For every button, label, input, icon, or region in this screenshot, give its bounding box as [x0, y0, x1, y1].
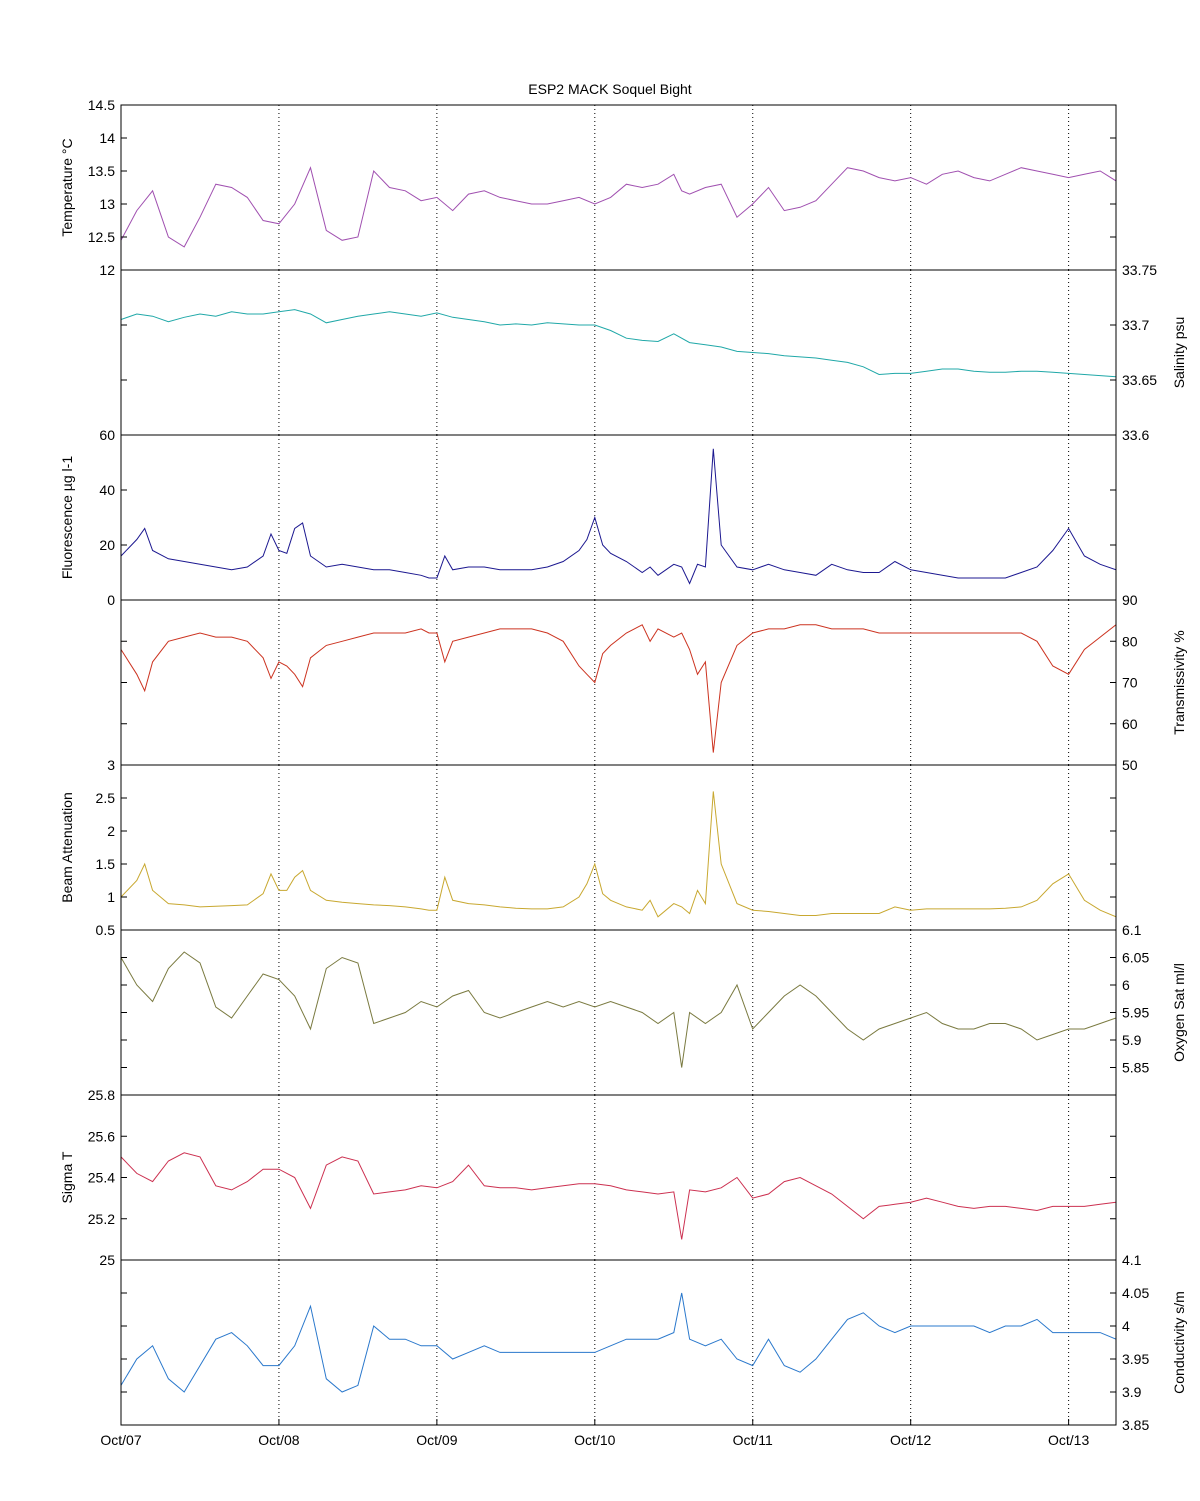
y-axis-label-temperature: Temperature °C	[59, 138, 75, 236]
y-tick-label: 13	[99, 196, 115, 212]
panel-frame	[120, 764, 1117, 931]
y-tick-label: 6.1	[1122, 922, 1142, 938]
panel-conductivity: 3.85 3.9 3.95 4 4.05 4.1 Conductivity s/m	[120, 1252, 1187, 1433]
y-axis-label-beam_attenuation: Beam Attenuation	[59, 792, 75, 903]
panel-frame	[120, 1094, 1117, 1261]
y-tick-label: 6.05	[1122, 950, 1149, 966]
panel-salinity: 33.6 33.65 33.7 33.75 Salinity psu	[120, 262, 1187, 443]
panel-frame	[120, 929, 1117, 1096]
y-axis-label-conductivity: Conductivity s/m	[1171, 1291, 1187, 1394]
y-tick-label: 90	[1122, 592, 1138, 608]
y-tick-label: 5.9	[1122, 1032, 1142, 1048]
chart-title: ESP2 MACK Soquel Bight	[528, 81, 692, 97]
panel-frame	[120, 434, 1117, 601]
panel-temperature: 12 12.5 13 13.5 14 14.5 Temperature °C	[59, 97, 1117, 278]
series-line-oxygen_sat	[121, 951, 1116, 1068]
y-tick-label: 33.6	[1122, 427, 1149, 443]
y-tick-label: 0.5	[96, 922, 116, 938]
y-tick-label: 4	[1122, 1318, 1130, 1334]
y-tick-label: 3.85	[1122, 1417, 1149, 1433]
x-tick-label: Oct/10	[574, 1432, 615, 1448]
panel-fluorescence: 0 20 40 60 Fluorescence µg l-1	[59, 427, 1117, 608]
panel-transmissivity: 50 60 70 80 90 Transmissivity %	[120, 592, 1187, 773]
y-tick-label: 4.05	[1122, 1285, 1149, 1301]
y-tick-label: 2	[107, 823, 115, 839]
y-tick-label: 6	[1122, 977, 1130, 993]
series-line-temperature	[121, 166, 1116, 248]
series-line-fluorescence	[121, 448, 1116, 585]
y-tick-label: 3	[107, 757, 115, 773]
series-line-salinity	[121, 309, 1116, 378]
y-tick-label: 3.9	[1122, 1384, 1142, 1400]
y-tick-label: 20	[99, 537, 115, 553]
y-tick-label: 14.5	[88, 97, 115, 113]
series-line-conductivity	[121, 1292, 1116, 1393]
x-tick-label: Oct/07	[100, 1432, 141, 1448]
panel-beam_attenuation: 0.5 1 1.5 2 2.5 3 Beam Attenuation	[59, 757, 1117, 938]
y-tick-label: 5.85	[1122, 1060, 1149, 1076]
y-tick-label: 60	[99, 427, 115, 443]
y-tick-label: 33.65	[1122, 372, 1157, 388]
panel-oxygen_sat: 5.85 5.9 5.95 6 6.05 6.1 Oxygen Sat ml/l	[120, 922, 1187, 1096]
y-tick-label: 70	[1122, 675, 1138, 691]
y-tick-label: 80	[1122, 633, 1138, 649]
y-tick-label: 3.95	[1122, 1351, 1149, 1367]
panel-frame	[120, 269, 1117, 436]
y-tick-label: 33.7	[1122, 317, 1149, 333]
y-tick-label: 25	[99, 1252, 115, 1268]
y-tick-label: 60	[1122, 716, 1138, 732]
panel-frame	[120, 1259, 1117, 1426]
x-tick-label: Oct/12	[890, 1432, 931, 1448]
x-tick-label: Oct/09	[416, 1432, 457, 1448]
y-axis-label-salinity: Salinity psu	[1171, 317, 1187, 389]
y-tick-label: 25.4	[88, 1170, 115, 1186]
series-line-transmissivity	[121, 624, 1116, 753]
y-tick-label: 1.5	[96, 856, 116, 872]
y-tick-label: 25.8	[88, 1087, 115, 1103]
series-line-sigma_t	[121, 1152, 1116, 1240]
x-tick-label: Oct/11	[733, 1432, 773, 1448]
x-tick-label: Oct/13	[1048, 1432, 1089, 1448]
y-axis-label-fluorescence: Fluorescence µg l-1	[59, 456, 75, 579]
series-line-beam_attenuation	[121, 791, 1116, 918]
y-tick-label: 12.5	[88, 229, 115, 245]
y-tick-label: 33.75	[1122, 262, 1157, 278]
y-tick-label: 0	[107, 592, 115, 608]
y-tick-label: 1	[107, 889, 115, 905]
panel-frame	[120, 104, 1117, 271]
y-tick-label: 2.5	[96, 790, 116, 806]
y-tick-label: 40	[99, 482, 115, 498]
y-axis-label-sigma_t: Sigma T	[59, 1151, 75, 1203]
y-tick-label: 4.1	[1122, 1252, 1142, 1268]
y-tick-label: 50	[1122, 757, 1138, 773]
y-tick-label: 5.95	[1122, 1005, 1149, 1021]
y-tick-label: 12	[99, 262, 115, 278]
y-tick-label: 13.5	[88, 163, 115, 179]
y-axis-label-transmissivity: Transmissivity %	[1171, 630, 1187, 735]
x-tick-label: Oct/08	[258, 1432, 299, 1448]
panel-frame	[120, 599, 1117, 766]
x-axis: Oct/07 Oct/08 Oct/09 Oct/10 Oct/11 Oct/12 Oct/…	[100, 1419, 1089, 1448]
panel-sigma_t: 25 25.2 25.4 25.6 25.8 Sigma T	[59, 1087, 1117, 1268]
y-tick-label: 25.6	[88, 1128, 115, 1144]
y-tick-label: 25.2	[88, 1211, 115, 1227]
y-tick-label: 14	[99, 130, 115, 146]
y-axis-label-oxygen_sat: Oxygen Sat ml/l	[1171, 963, 1187, 1062]
